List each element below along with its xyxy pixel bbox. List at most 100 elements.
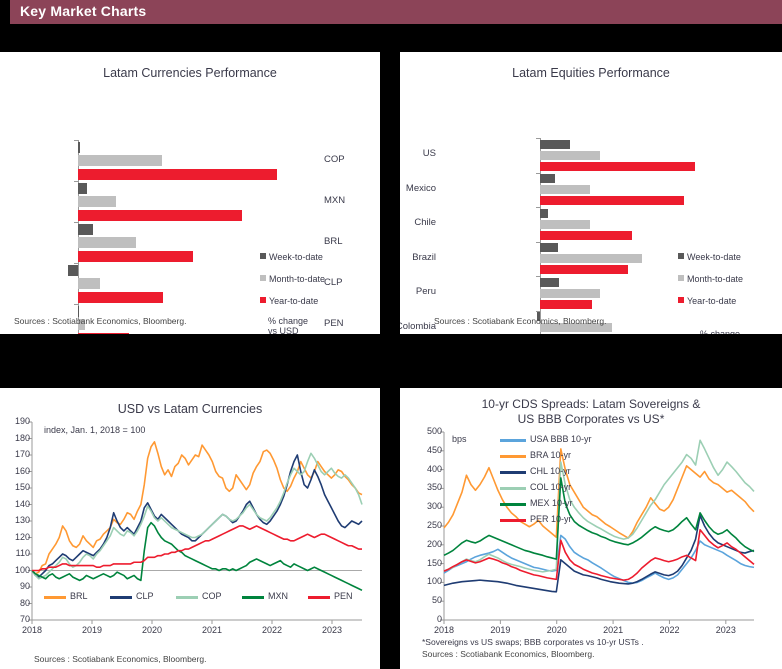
category-tick — [73, 181, 78, 182]
category-tick — [536, 276, 540, 277]
category-label-clp: CLP — [324, 276, 343, 288]
y-axis-tick-label: 130 — [14, 515, 30, 525]
y-axis-tick-label: 400 — [426, 463, 442, 474]
category-tick — [536, 241, 540, 243]
y-axis-tick-label: 100 — [426, 576, 442, 587]
bar-us-week-to-date — [540, 139, 570, 149]
bar-chile-month-to-date — [540, 219, 590, 229]
bar-peru-week-to-date — [540, 277, 560, 287]
bar-peru-year-to-date — [540, 299, 593, 309]
chart-title: Latam Equities Performance — [512, 66, 670, 80]
y-axis-tick-label: 450 — [426, 444, 442, 455]
chart-annotation: index, Jan. 1, 2018 = 100 — [44, 425, 146, 435]
series-line-clp — [31, 454, 363, 578]
bar-brazil-week-to-date — [540, 243, 559, 253]
x-axis-tick-label: 2019 — [81, 625, 103, 635]
legend-swatch-icon — [678, 275, 684, 281]
legend-swatch-cop — [176, 596, 198, 599]
legend-label: Month-to-date — [269, 274, 326, 284]
legend-label-clp: CLP — [136, 591, 154, 601]
legend-label-pen: PEN — [334, 591, 353, 601]
chart-source: Sources : Scotiabank Economics, Bloomber… — [422, 649, 595, 659]
legend-swatch-brl — [44, 596, 66, 599]
chart-title: USD vs Latam Currencies — [117, 402, 263, 416]
x-axis-tick-label: 2021 — [201, 625, 223, 635]
legend-label: Week-to-date — [687, 252, 741, 262]
legend-swatch-icon — [260, 253, 266, 259]
axis-unit-label: % change — [700, 329, 741, 334]
bar-clp-week-to-date — [68, 264, 78, 276]
category-tick — [536, 138, 540, 139]
y-axis-tick-label: 160 — [14, 465, 30, 476]
bar-mxn-week-to-date — [77, 182, 88, 194]
x-axis-tick-label: 2019 — [490, 625, 511, 635]
bar-brl-year-to-date — [77, 250, 194, 262]
axis-unit-label: % change vs USD — [268, 316, 309, 334]
y-axis-tick-label: 250 — [426, 520, 442, 530]
legend-item-month-to-date: Month-to-date — [678, 274, 743, 284]
y-axis-tick-label: 500 — [426, 426, 442, 436]
bar-clp-year-to-date — [77, 291, 164, 303]
chart-panel-latam-equities: Latam Equities Performance -10-505101520… — [400, 52, 782, 334]
bar-mxn-month-to-date — [77, 196, 116, 207]
legend-label-per-10-yr: PER 10-yr — [530, 514, 572, 524]
legend-label-bra-10-yr: BRA 10-yr — [530, 450, 572, 460]
legend-swatch-clp — [110, 596, 132, 599]
x-axis-tick-label: 2018 — [21, 625, 43, 635]
y-axis-tick-label: 150 — [426, 557, 442, 568]
category-label-colombia: Colombia — [400, 320, 436, 332]
bar-colombia-month-to-date — [540, 323, 613, 333]
chart-plot-area: -505101520COPMXNBRLCLPPENWeek-to-dateMon… — [0, 52, 380, 334]
category-tick — [536, 310, 540, 312]
category-label-peru: Peru — [415, 286, 436, 298]
chart-panel-usd-vs-latam: USD vs Latam Currencies 70 80 90 100 110 120 1… — [0, 388, 380, 669]
bar-mexico-week-to-date — [540, 174, 556, 184]
series-line-per-10-yr — [443, 528, 755, 581]
bar-pen-week-to-date — [77, 305, 79, 317]
bar-mexico-month-to-date — [540, 185, 590, 195]
legend-label-mxn: MXN — [268, 591, 288, 601]
series-line-chl-10-yr — [443, 514, 755, 593]
y-axis-tick-label: 150 — [14, 482, 30, 492]
series-line-usa-bbb-10-yr — [443, 534, 755, 584]
x-axis-tick-label: 2023 — [321, 625, 343, 635]
series-line-bra-10-yr — [443, 448, 755, 539]
category-label-us: US — [422, 148, 436, 160]
chart-svg — [28, 421, 363, 624]
y-axis-tick-label: 140 — [14, 498, 30, 509]
legend-item-month-to-date: Month-to-date — [260, 274, 325, 284]
chart-plot-area: 0 50 100 150 200 250 300 350 400 450 500 2018 2019 20… — [400, 388, 782, 669]
category-tick — [536, 172, 540, 174]
category-tick — [73, 222, 78, 223]
x-axis-tick-label: 2022 — [261, 625, 283, 635]
chart-plot-area: -10-505101520USMexicoChileBrazilPeruColo… — [400, 52, 782, 334]
bar-chile-week-to-date — [540, 208, 549, 218]
bar-brl-week-to-date — [77, 223, 94, 235]
bar-us-month-to-date — [540, 150, 601, 160]
legend-label-cop: COP — [202, 591, 222, 601]
legend-swatch-usa-bbb-10-yr — [500, 439, 526, 442]
chart-source: Sources : Scotiabank Economics, Bloomber… — [14, 316, 187, 326]
legend-swatch-icon — [678, 297, 684, 303]
category-tick — [73, 140, 78, 141]
y-axis-tick-label: 90 — [19, 581, 30, 591]
series-line-pen — [32, 525, 362, 572]
bar-cop-year-to-date — [77, 168, 277, 180]
legend-swatch-per-10-yr — [500, 519, 526, 522]
chart-source: Sources : Scotiabank Economics, Bloomber… — [34, 654, 207, 664]
series-line-col-10-yr — [443, 439, 755, 573]
y-axis-tick-label: 50 — [431, 595, 442, 606]
category-label-cop: COP — [324, 153, 345, 165]
x-axis-tick-label: 2022 — [659, 625, 680, 635]
y-axis-tick-label: 350 — [426, 482, 442, 493]
y-axis-tick-label: 170 — [14, 449, 30, 459]
chart-source: Sources : Scotiabank Economics, Bloomber… — [434, 316, 607, 326]
chart-svg — [440, 431, 755, 624]
page-title: Key Market Charts — [20, 3, 147, 19]
chart-panel-latam-currencies: Latam Currencies Performance -505101520C… — [0, 52, 380, 334]
y-axis-tick-label: 80 — [19, 597, 30, 608]
y-axis-tick-label: 0 — [436, 614, 442, 624]
bar-peru-month-to-date — [540, 288, 601, 298]
bar-cop-week-to-date — [77, 141, 80, 153]
legend-swatch-mex-10-yr — [500, 503, 526, 506]
